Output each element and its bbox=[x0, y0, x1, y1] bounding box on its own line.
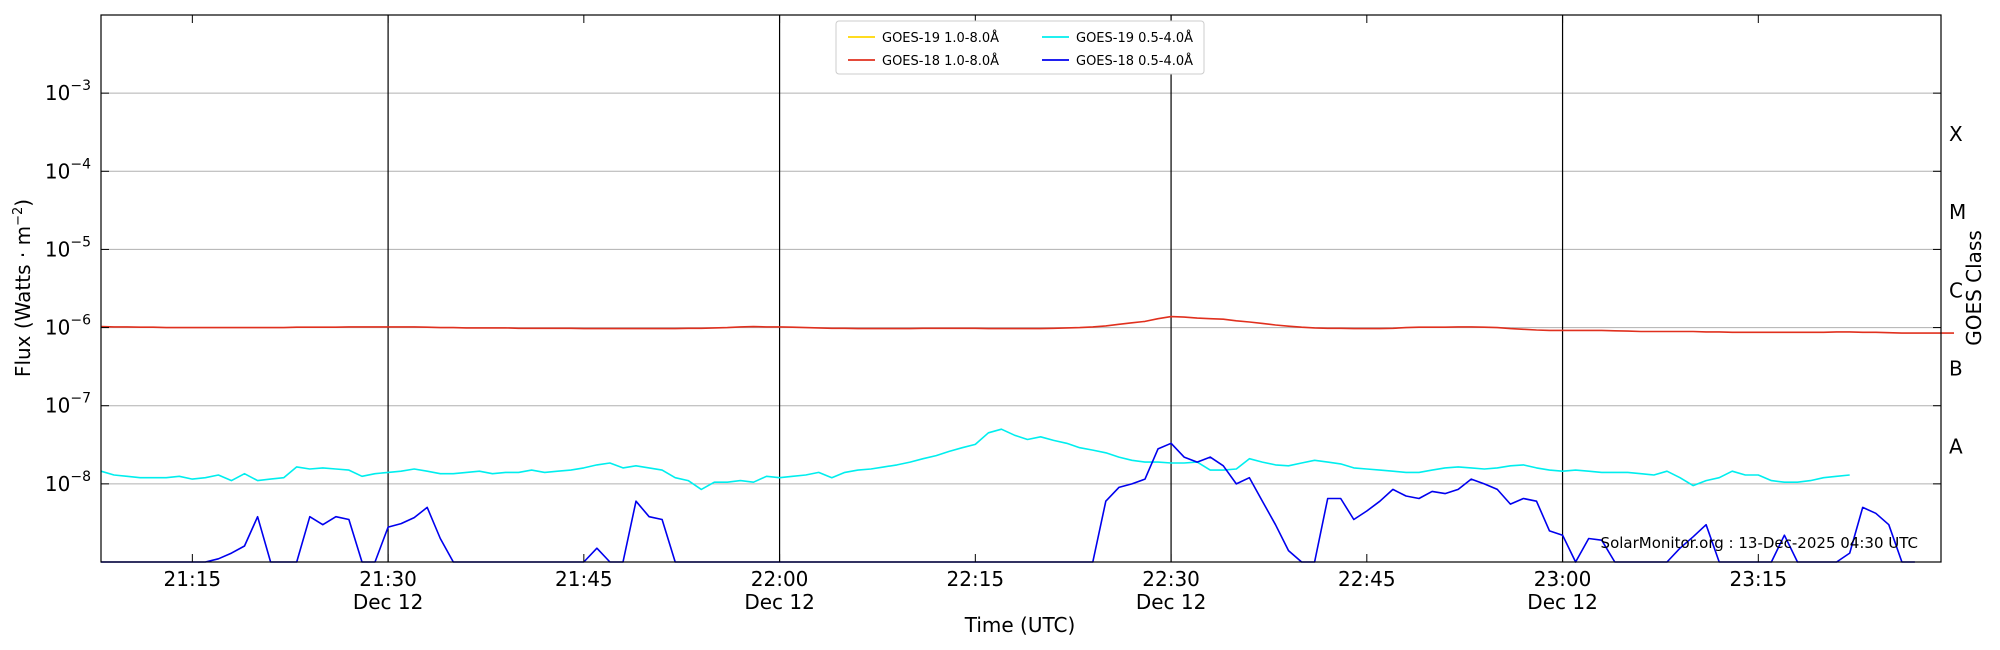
y-tick-label: 10−6 bbox=[45, 313, 91, 340]
goes-class-a: A bbox=[1949, 435, 1963, 459]
x-tick-label: 21:45 bbox=[555, 567, 613, 591]
goes-class-m: M bbox=[1949, 200, 1966, 224]
legend-label: GOES-18 0.5-4.0Å bbox=[1076, 53, 1193, 69]
x-tick-date-label: Dec 12 bbox=[1136, 590, 1207, 614]
y-tick-label: 10−7 bbox=[45, 391, 91, 418]
y-tick-label: 10−8 bbox=[45, 469, 91, 496]
x-tick-label: 21:30 bbox=[359, 567, 417, 591]
goes-class-c: C bbox=[1949, 278, 1963, 302]
x-tick-date-label: Dec 12 bbox=[353, 590, 424, 614]
plot-frame bbox=[100, 14, 1942, 563]
legend-label: GOES-19 0.5-4.0Å bbox=[1076, 30, 1193, 46]
x-tick-label: 23:00 bbox=[1534, 567, 1592, 591]
x-tick-label: 22:30 bbox=[1142, 567, 1200, 591]
legend-label: GOES-18 1.0-8.0Å bbox=[882, 53, 999, 69]
y-axis-label: Flux (Watts · m−2) bbox=[11, 199, 35, 377]
x-tick-label: 23:15 bbox=[1729, 567, 1787, 591]
x-tick-label: 22:45 bbox=[1338, 567, 1396, 591]
vertical-lines bbox=[387, 15, 1564, 562]
legend: GOES-19 1.0-8.0Å GOES-18 1.0-8.0Å GOES-19 … bbox=[835, 20, 1205, 75]
x-tick-label: 22:00 bbox=[751, 567, 809, 591]
x-tick-label: 22:15 bbox=[947, 567, 1005, 591]
x-tick-date-label: Dec 12 bbox=[744, 590, 815, 614]
legend-items: GOES-19 1.0-8.0Å GOES-18 1.0-8.0Å GOES-19 … bbox=[848, 30, 1193, 69]
y-axis-ticks: 10−8 10−7 10−6 10−5 10−4 10−3 bbox=[45, 78, 1941, 496]
goes-class-x: X bbox=[1949, 122, 1963, 146]
series-line-1 bbox=[100, 315, 1954, 334]
series-line-2 bbox=[100, 428, 1850, 491]
y-tick-label: 10−5 bbox=[45, 234, 91, 261]
legend-label: GOES-19 1.0-8.0Å bbox=[882, 30, 999, 46]
series-layer bbox=[100, 315, 1954, 563]
grid-layer bbox=[101, 92, 1941, 485]
legend-box bbox=[835, 20, 1205, 75]
solarmonitor-annotation: SolarMonitor.org : 13-Dec-2025 04:30 UTC bbox=[1601, 534, 1918, 552]
goes-class-axis-label: GOES Class bbox=[1962, 230, 1986, 346]
goes-class-labels: X M C B A bbox=[1949, 122, 1966, 459]
x-tick-date-label: Dec 12 bbox=[1527, 590, 1598, 614]
y-tick-label: 10−4 bbox=[45, 156, 91, 183]
y-tick-label: 10−3 bbox=[45, 78, 91, 105]
goes-class-b: B bbox=[1949, 356, 1963, 380]
x-tick-label: 21:15 bbox=[164, 567, 222, 591]
x-axis-label: Time (UTC) bbox=[964, 613, 1076, 637]
